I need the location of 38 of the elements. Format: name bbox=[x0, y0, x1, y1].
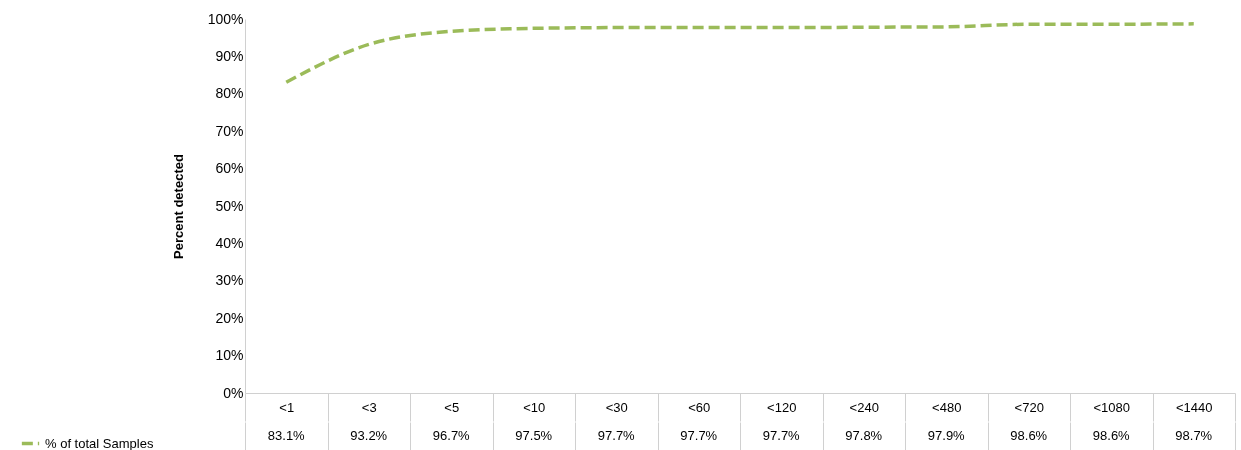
y-tick-label: 90% bbox=[215, 47, 244, 64]
data-label: 97.9% bbox=[927, 428, 966, 443]
x-tick-label: <480 bbox=[932, 399, 962, 415]
data-label: 98.6% bbox=[1092, 428, 1131, 443]
y-tick-label: 10% bbox=[215, 347, 244, 364]
x-tick-label: <240 bbox=[849, 399, 879, 415]
y-tick-label: 0% bbox=[223, 384, 244, 401]
data-label: 96.7% bbox=[432, 428, 471, 443]
x-tick-label: <1440 bbox=[1175, 399, 1213, 415]
y-tick-label: 40% bbox=[215, 234, 244, 251]
data-label: 97.8% bbox=[845, 428, 883, 443]
y-tick-label: 20% bbox=[215, 309, 244, 326]
data-label: 97.7% bbox=[597, 428, 636, 443]
x-tick-label: <120 bbox=[767, 399, 797, 415]
x-tick-label: <1 bbox=[279, 399, 295, 415]
data-label: 97.7% bbox=[762, 428, 801, 443]
y-tick-label: 70% bbox=[215, 122, 244, 139]
y-tick-label: 30% bbox=[215, 272, 244, 289]
data-label: 98.7% bbox=[1175, 428, 1213, 443]
data-label: 93.2% bbox=[350, 428, 388, 443]
y-tick-label: 50% bbox=[215, 197, 244, 214]
y-axis-title: Percent detected bbox=[170, 154, 186, 259]
data-label: 97.7% bbox=[680, 428, 718, 443]
y-tick-label: 80% bbox=[215, 85, 244, 102]
x-tick-label: <1080 bbox=[1093, 399, 1131, 415]
x-tick-label: <30 bbox=[605, 399, 628, 415]
y-tick-label: 100% bbox=[207, 10, 244, 27]
x-tick-label: <5 bbox=[444, 399, 460, 415]
y-tick-label: 60% bbox=[215, 160, 244, 177]
data-label: 83.1% bbox=[267, 428, 306, 443]
legend-label: % of total Samples bbox=[45, 435, 154, 450]
data-label: 98.6% bbox=[1010, 428, 1048, 443]
data-label: 97.5% bbox=[515, 428, 553, 443]
x-tick-label: <3 bbox=[361, 399, 377, 415]
x-tick-label: <720 bbox=[1014, 399, 1044, 415]
x-tick-label: <10 bbox=[523, 399, 546, 415]
x-tick-label: <60 bbox=[688, 399, 711, 415]
line-series bbox=[284, 22, 1196, 84]
